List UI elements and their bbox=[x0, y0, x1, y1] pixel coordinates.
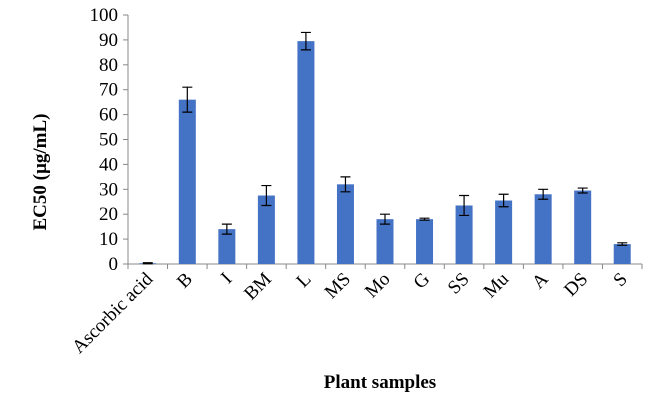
x-tick-label: A bbox=[528, 268, 553, 293]
error-bar bbox=[419, 217, 430, 221]
y-tick-label: 100 bbox=[90, 5, 119, 26]
bars-group bbox=[139, 41, 631, 265]
x-axis-title: Plant samples bbox=[324, 372, 436, 393]
x-tick-label: SS bbox=[444, 269, 474, 299]
error-bar bbox=[577, 187, 588, 194]
y-tick-label: 10 bbox=[99, 229, 118, 250]
x-tick-label: Ascorbic acid bbox=[68, 268, 157, 357]
bar bbox=[613, 244, 631, 264]
error-bar bbox=[221, 223, 232, 235]
bar bbox=[416, 219, 434, 264]
x-tick-label: L bbox=[292, 269, 315, 292]
x-tick-label: I bbox=[217, 269, 236, 288]
y-tick-label: 40 bbox=[99, 154, 118, 175]
error-bar bbox=[182, 86, 193, 113]
x-tick-label: S bbox=[609, 269, 631, 291]
error-bar bbox=[380, 213, 390, 225]
y-axis-ticks: 0 10 20 30 40 50 60 70 80 90 100 bbox=[90, 5, 128, 275]
x-tick-label: G bbox=[410, 268, 435, 293]
error-bar bbox=[538, 188, 549, 200]
x-tick-label: DS bbox=[560, 269, 592, 301]
bar bbox=[336, 184, 354, 264]
y-axis-title: EC50 (µg/mL) bbox=[30, 113, 51, 230]
bar bbox=[257, 195, 275, 264]
y-tick-label: 70 bbox=[99, 80, 118, 101]
error-bar bbox=[300, 31, 311, 51]
bar bbox=[178, 99, 196, 264]
y-tick-label: 20 bbox=[99, 204, 118, 225]
x-tick-label: MS bbox=[321, 269, 355, 303]
bar bbox=[297, 41, 315, 264]
error-bar bbox=[340, 176, 351, 193]
bar bbox=[534, 194, 552, 264]
y-tick-label: 30 bbox=[99, 179, 118, 200]
bar bbox=[455, 205, 473, 264]
error-bar bbox=[459, 194, 470, 217]
error-bars-group bbox=[142, 31, 628, 265]
error-bar bbox=[142, 262, 153, 265]
error-bar bbox=[498, 193, 509, 208]
bar bbox=[574, 190, 592, 264]
x-axis-ticks: Ascorbic acid B I BM L MS Mo G SS Mu A DS S bbox=[68, 264, 643, 358]
bar bbox=[376, 219, 394, 264]
y-tick-label: 60 bbox=[99, 105, 118, 126]
error-bar bbox=[617, 242, 628, 246]
error-bar bbox=[261, 184, 272, 207]
y-tick-label: 80 bbox=[99, 55, 118, 76]
y-tick-label: 50 bbox=[99, 130, 118, 151]
bar bbox=[218, 229, 236, 264]
bar bbox=[495, 200, 513, 264]
x-tick-label: Mu bbox=[480, 268, 514, 302]
y-tick-label: 0 bbox=[109, 254, 119, 275]
y-tick-label: 90 bbox=[99, 30, 118, 51]
x-tick-label: B bbox=[173, 269, 197, 293]
x-tick-label: Mo bbox=[361, 269, 395, 303]
x-tick-label: BM bbox=[240, 269, 276, 305]
